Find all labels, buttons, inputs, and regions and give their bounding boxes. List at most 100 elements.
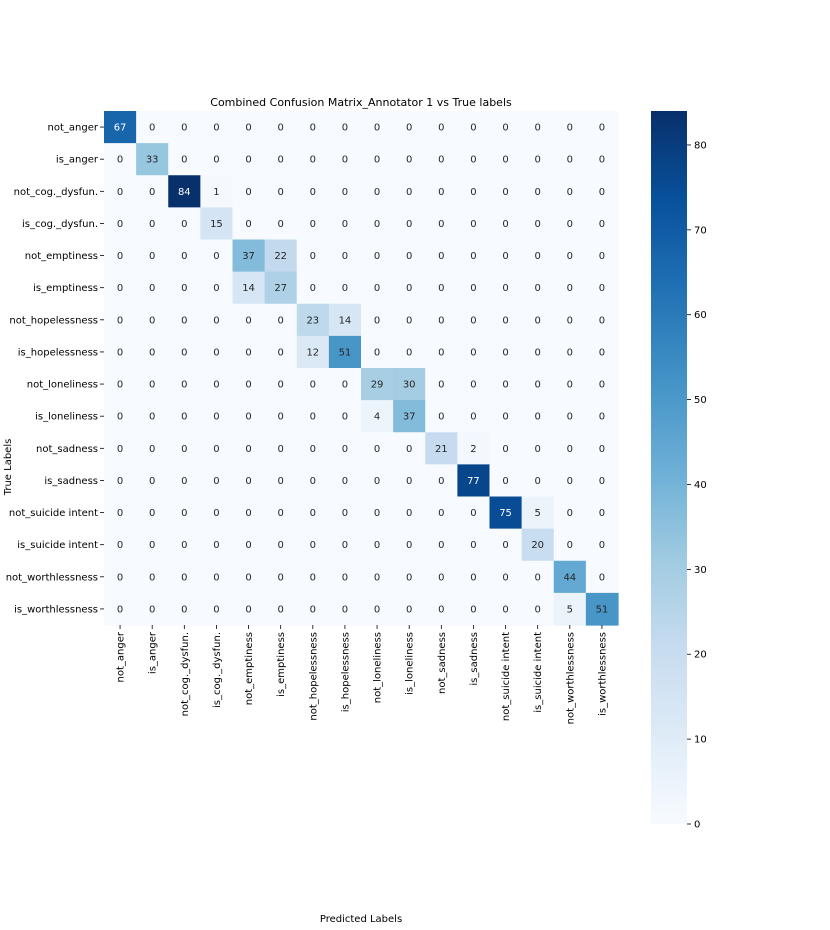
heatmap-cell <box>200 368 234 401</box>
cell-value-label: 0 <box>245 572 251 583</box>
heatmap-cell <box>585 528 619 562</box>
cell-value-label: 0 <box>245 476 251 487</box>
cell-value-label: 0 <box>535 380 541 391</box>
heatmap-cell <box>168 368 201 401</box>
heatmap-cell <box>104 464 137 498</box>
cell-value-label: 0 <box>117 155 123 166</box>
heatmap-cell <box>328 464 362 498</box>
heatmap-cell <box>457 239 491 273</box>
heatmap-cell <box>361 592 394 626</box>
cell-value-label: 0 <box>406 219 412 230</box>
heatmap-cell <box>457 560 491 594</box>
heatmap-cell <box>361 528 394 562</box>
heatmap-cell <box>393 368 426 401</box>
heatmap-cell <box>361 271 394 305</box>
heatmap-cell <box>264 271 298 305</box>
cell-value-label: 0 <box>342 540 348 551</box>
cell-value-label: 20 <box>531 540 544 551</box>
cell-value-label: 0 <box>117 347 123 358</box>
cell-value-label: 0 <box>213 412 219 423</box>
heatmap-cell <box>296 175 330 208</box>
cell-value-label: 0 <box>502 572 508 583</box>
heatmap-cell <box>585 207 619 241</box>
heatmap-cell <box>200 207 234 241</box>
heatmap-cell <box>457 335 491 369</box>
heatmap-cell <box>104 175 137 208</box>
cell-value-label: 0 <box>278 219 284 230</box>
cell-value-label: 0 <box>149 251 155 262</box>
x-tick-label: not_anger <box>116 631 127 682</box>
heatmap-cell <box>168 271 201 305</box>
cell-value-label: 0 <box>438 315 444 326</box>
x-tick-label: is_anger <box>148 631 159 674</box>
heatmap-cell <box>296 271 330 305</box>
cell-value-label: 0 <box>342 251 348 262</box>
heatmap-cell <box>200 432 234 465</box>
cell-value-label: 0 <box>470 540 476 551</box>
cell-value-label: 0 <box>117 572 123 583</box>
heatmap-cell <box>200 175 234 208</box>
heatmap-cell <box>328 496 362 530</box>
heatmap-cell <box>264 368 298 401</box>
colorbar-tick-label: 30 <box>694 565 707 576</box>
cell-value-label: 0 <box>245 508 251 519</box>
heatmap-cell <box>393 432 426 465</box>
cell-value-label: 0 <box>470 347 476 358</box>
heatmap-cell <box>296 592 330 626</box>
heatmap-cell <box>489 335 523 369</box>
y-axis-label: True Labels <box>3 439 14 497</box>
cell-value-label: 0 <box>567 283 573 294</box>
cell-value-label: 0 <box>567 123 573 134</box>
cell-value-label: 0 <box>117 412 123 423</box>
cell-value-label: 5 <box>567 604 573 615</box>
heatmap-cell <box>361 175 394 208</box>
cell-value-label: 0 <box>310 219 316 230</box>
heatmap-cell <box>104 143 137 176</box>
heatmap-cell <box>393 335 426 369</box>
heatmap-cell <box>136 464 169 498</box>
heatmap-cell <box>136 335 169 369</box>
cell-value-label: 0 <box>117 315 123 326</box>
heatmap-cell <box>425 528 458 562</box>
heatmap-cell <box>200 528 234 562</box>
cell-value-label: 0 <box>310 540 316 551</box>
cell-value-label: 0 <box>599 572 605 583</box>
heatmap-cell <box>585 303 619 337</box>
heatmap-cell <box>200 464 234 498</box>
heatmap-cell <box>425 400 458 433</box>
cell-value-label: 0 <box>181 444 187 455</box>
heatmap-cell <box>328 400 362 433</box>
cell-value-label: 0 <box>213 540 219 551</box>
cell-value-label: 0 <box>245 187 251 198</box>
heatmap-cell <box>553 271 587 305</box>
cell-value-label: 0 <box>502 604 508 615</box>
cell-value-label: 0 <box>149 187 155 198</box>
cell-value-label: 67 <box>114 123 127 134</box>
cell-value-label: 0 <box>245 540 251 551</box>
heatmap-cell <box>425 271 458 305</box>
heatmap-cell <box>200 400 234 433</box>
heatmap-cell <box>489 368 523 401</box>
y-tick-label: is_hopelessness <box>18 347 98 358</box>
cell-value-label: 0 <box>438 219 444 230</box>
cell-value-label: 0 <box>406 123 412 134</box>
heatmap-cell <box>393 464 426 498</box>
cell-value-label: 0 <box>342 476 348 487</box>
cell-value-label: 0 <box>470 283 476 294</box>
cell-value-label: 0 <box>374 604 380 615</box>
heatmap-cell <box>425 335 458 369</box>
cell-value-label: 77 <box>467 476 480 487</box>
cell-value-label: 0 <box>149 380 155 391</box>
cell-value-label: 0 <box>406 444 412 455</box>
cell-value-label: 0 <box>438 347 444 358</box>
cell-value-label: 0 <box>342 604 348 615</box>
cell-value-label: 0 <box>374 572 380 583</box>
cell-value-label: 0 <box>470 123 476 134</box>
heatmap-cell <box>136 239 169 273</box>
heatmap-cell <box>489 528 523 562</box>
cell-value-label: 0 <box>567 508 573 519</box>
cell-value-label: 0 <box>278 572 284 583</box>
cell-value-label: 0 <box>470 412 476 423</box>
heatmap-cell <box>264 464 298 498</box>
